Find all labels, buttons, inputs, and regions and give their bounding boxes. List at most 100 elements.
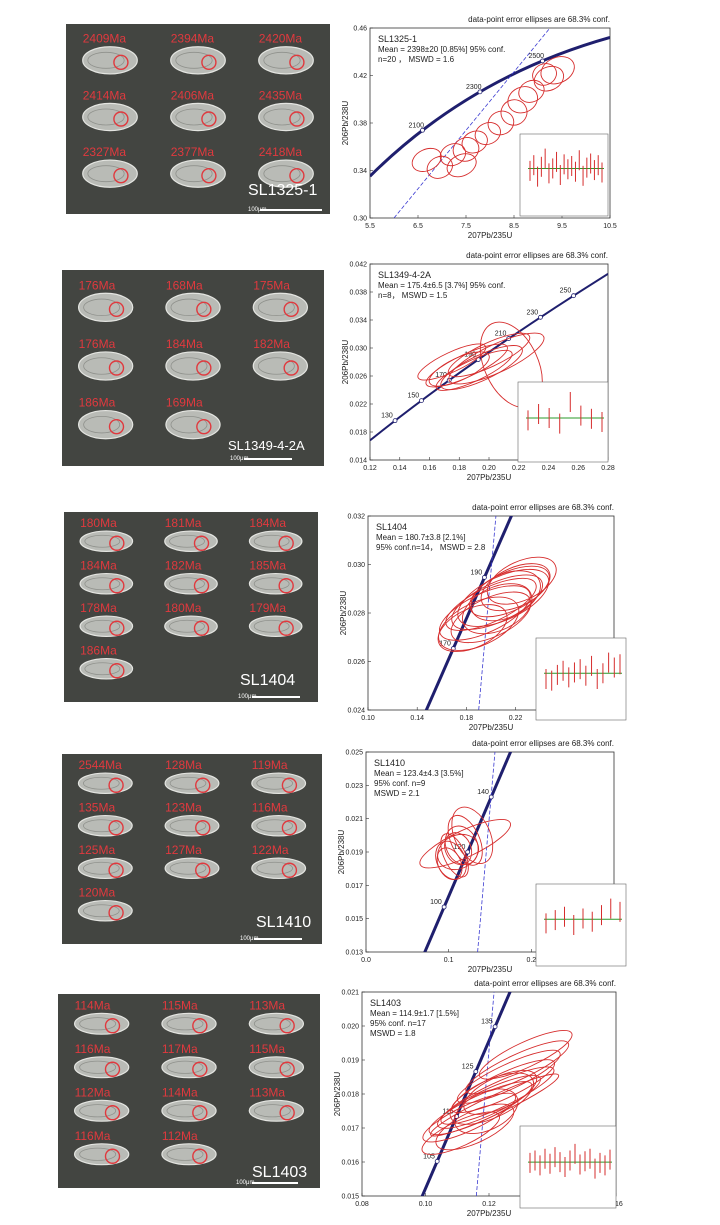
error-ellipse — [447, 332, 531, 378]
zircon-grain: 182Ma — [252, 337, 309, 381]
zircon-grain: 123Ma — [164, 801, 220, 837]
zircon-grain: 127Ma — [164, 843, 220, 880]
chart-annotation: MSWD = 1.8 — [370, 1029, 416, 1038]
analysis-spot — [108, 862, 124, 878]
discordia-line — [393, 28, 551, 218]
chart-annotation: MSWD = 2.1 — [374, 789, 420, 798]
age-label: 2544Ma — [78, 758, 122, 772]
zircon-grain: 2394Ma — [170, 32, 226, 75]
error-ellipse — [440, 345, 523, 391]
zircon-grain: 114Ma — [161, 1085, 217, 1122]
age-label: 115Ma — [162, 998, 198, 1012]
grain-body — [258, 46, 314, 75]
cl-image-panel: 176Ma 168Ma 175Ma 176Ma 184Ma 182Ma 186Ma 169Ma… — [62, 270, 324, 466]
x-tick-label: 9.5 — [557, 223, 567, 230]
error-ellipse — [440, 1066, 555, 1125]
grain-zoning — [83, 861, 120, 875]
grain-zoning — [256, 776, 293, 790]
zircon-grain: 119Ma — [251, 758, 307, 795]
analysis-spot — [278, 535, 294, 551]
age-label: 180Ma — [80, 516, 117, 530]
grain-zoning — [263, 165, 301, 183]
age-label: 112Ma — [75, 1085, 111, 1099]
concordia-age-label: 140 — [477, 789, 489, 796]
chart-title: data-point error ellipses are 68.3% conf… — [468, 15, 610, 24]
age-label: 125Ma — [78, 843, 115, 857]
grain-zoning — [83, 298, 121, 317]
zircon-grain: 112Ma — [161, 1129, 217, 1166]
analysis-spot — [113, 111, 129, 127]
chart-title: data-point error ellipses are 68.3% conf… — [474, 979, 616, 988]
error-ellipse — [451, 1059, 555, 1114]
error-ellipse — [440, 833, 469, 878]
concordia-tick — [488, 794, 494, 800]
x-tick-label: 0.22 — [509, 715, 523, 722]
age-label: 186Ma — [80, 644, 117, 658]
y-tick-label: 0.032 — [347, 514, 365, 521]
concordia-tick — [441, 904, 447, 910]
analysis-spot — [109, 578, 125, 594]
zircon-grain: 125Ma — [77, 843, 133, 880]
concordia-tick — [392, 418, 398, 424]
age-label: 2435Ma — [259, 88, 303, 102]
grain-zoning — [166, 1060, 204, 1074]
age-label: 116Ma — [252, 801, 288, 815]
scale-label: 100μm — [248, 207, 267, 213]
age-label: 181Ma — [165, 516, 202, 530]
inset-frame — [519, 133, 609, 217]
error-ellipse — [411, 147, 442, 172]
concordia-age-label: 210 — [495, 331, 507, 338]
concordia-plot: data-point error ellipses are 68.3% conf… — [337, 736, 720, 974]
grain-body — [248, 530, 303, 553]
y-tick-label: 0.020 — [341, 1024, 359, 1031]
chart-annotation: n=8， MSWD = 1.5 — [378, 291, 448, 300]
age-label: 114Ma — [162, 1085, 198, 1099]
grain-body — [79, 572, 134, 595]
error-ellipse — [478, 1030, 573, 1080]
grain-body — [248, 1012, 305, 1035]
error-ellipse — [426, 155, 453, 179]
sample-row-sl1403: 114Ma 115Ma 113Ma 116Ma 117Ma 115Ma 112Ma 114Ma… — [0, 979, 720, 1220]
zircon-grain: 178Ma — [79, 601, 134, 638]
x-tick-label: 0.08 — [355, 1201, 369, 1208]
concordia-tick — [482, 575, 487, 580]
y-tick-label: 0.026 — [347, 659, 365, 666]
zircon-grain: 128Ma — [164, 758, 220, 795]
x-tick-label: 5.5 — [365, 223, 375, 230]
grain-body — [164, 572, 218, 595]
grain-body — [79, 657, 134, 680]
grain-zoning — [166, 1147, 204, 1161]
grain-body — [252, 351, 309, 381]
error-ellipse — [500, 99, 528, 126]
sample-id: SL1325-1 — [248, 182, 318, 199]
age-label: 113Ma — [249, 998, 285, 1012]
concordia-age-label: 170 — [439, 641, 451, 648]
analysis-spot — [108, 905, 124, 921]
y-tick-label: 0.030 — [349, 346, 367, 353]
grain-zoning — [263, 108, 301, 126]
analysis-spot — [193, 535, 210, 551]
zircon-grain: 114Ma — [73, 998, 130, 1035]
zircon-grain: 135Ma — [77, 801, 133, 837]
analysis-spot — [201, 167, 217, 184]
grain-body — [164, 530, 218, 553]
scale-bar — [252, 696, 300, 698]
grain-body — [252, 292, 309, 323]
analysis-spot — [108, 360, 125, 376]
analysis-spot — [196, 360, 212, 376]
error-ellipse — [456, 1049, 561, 1104]
scale-label: 100μm — [230, 456, 249, 462]
concordia-tick — [473, 1069, 479, 1074]
grain-body — [165, 351, 221, 381]
scale-bar — [260, 209, 322, 211]
grain-zoning — [257, 357, 295, 375]
age-label: 168Ma — [166, 278, 203, 292]
error-ellipse — [470, 570, 541, 622]
cl-image-panel: 114Ma 115Ma 113Ma 116Ma 117Ma 115Ma 112Ma 114Ma… — [58, 994, 320, 1188]
concordia-age-label: 100 — [430, 899, 442, 906]
zircon-grain: 176Ma — [77, 278, 134, 323]
x-tick-label: 0.26 — [571, 465, 585, 472]
x-tick-label: 0.2 — [526, 957, 536, 964]
analysis-spot — [192, 1061, 208, 1077]
y-tick-label: 0.023 — [345, 783, 363, 790]
